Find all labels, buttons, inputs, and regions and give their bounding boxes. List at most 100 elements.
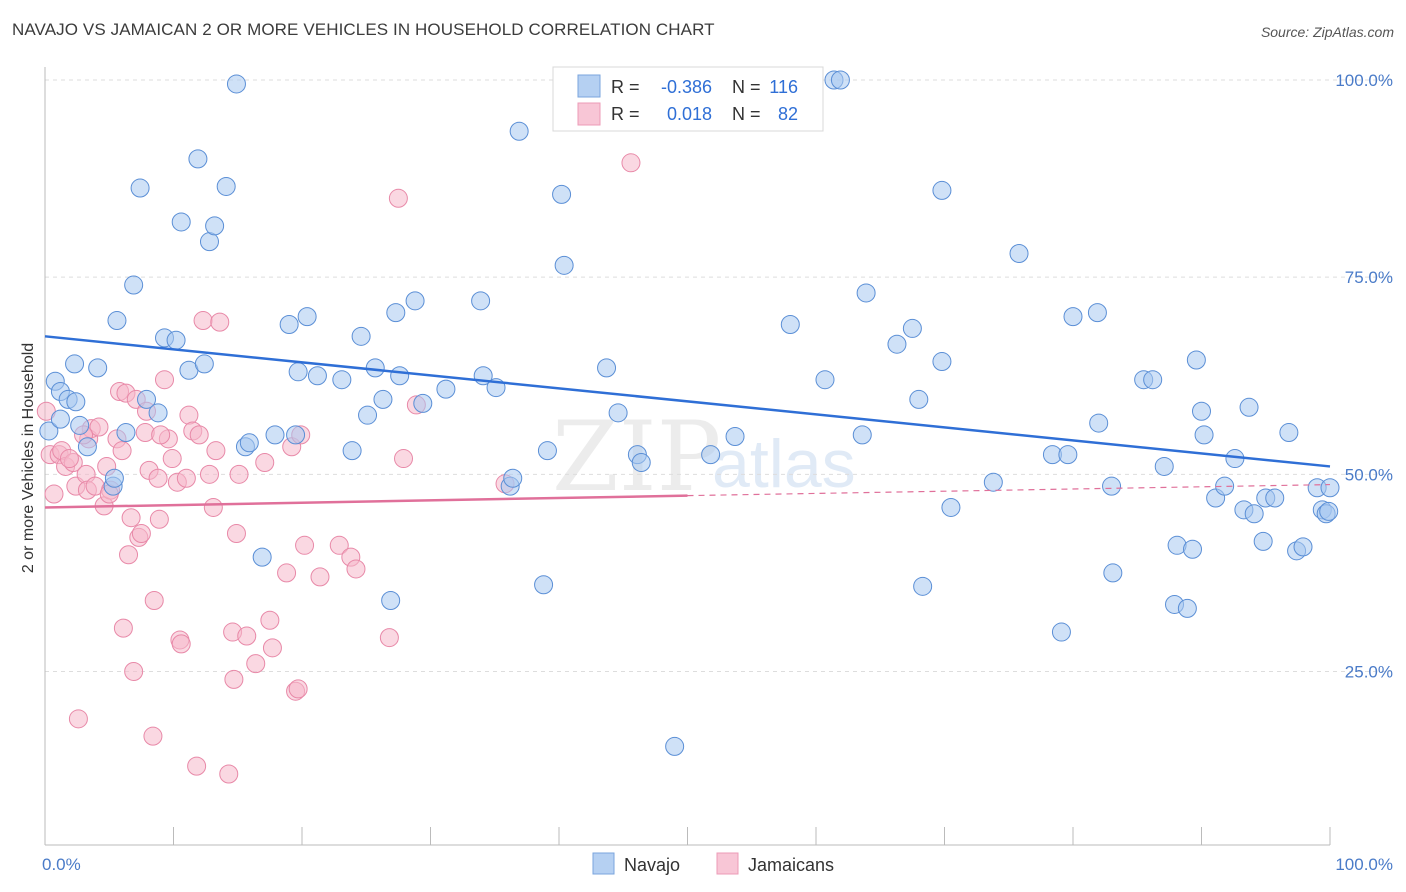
jamaicans-trend-line (44, 494, 688, 509)
navajo-point (70, 415, 90, 435)
jamaicans-point (187, 756, 207, 776)
navajo-point (725, 426, 745, 446)
navajo-point (597, 358, 617, 378)
jamaicans-point (171, 634, 191, 654)
navajo-point (608, 403, 628, 423)
jamaicans-point (621, 153, 641, 173)
navajo-point (351, 326, 371, 346)
legend-r-value-jamaicans: 0.018 (667, 104, 712, 124)
tick-labels: 25.0% 50.0% 75.0% 100.0% 0.0% 100.0% (42, 71, 1393, 874)
navajo-point (534, 575, 554, 595)
navajo-point (665, 736, 685, 756)
navajo-point (166, 330, 186, 350)
navajo-point (199, 232, 219, 252)
jamaicans-point (176, 468, 196, 488)
navajo-point (471, 291, 491, 311)
jamaicans-point (379, 628, 399, 648)
navajo-point (286, 425, 306, 445)
navajo-point (1087, 303, 1107, 323)
navajo-point (830, 70, 850, 90)
jamaicans-point (262, 638, 282, 658)
jamaicans-point (112, 441, 132, 461)
navajo-point (780, 314, 800, 334)
jamaicans-point (246, 654, 266, 674)
navajo-point (1063, 307, 1083, 327)
legend-r-label-navajo: R = (611, 77, 640, 97)
bottom-legend-swatch-jamaicans (716, 852, 739, 875)
navajo-point (1102, 476, 1122, 496)
navajo-point (1089, 413, 1109, 433)
grid-lines (45, 79, 1392, 672)
navajo-point (381, 591, 401, 611)
navajo-point (1103, 563, 1123, 583)
navajo-point (631, 453, 651, 472)
navajo-point (88, 358, 108, 378)
jamaicans-point (144, 591, 164, 611)
navajo-point (50, 409, 70, 429)
navajo-point (188, 149, 208, 169)
jamaicans-point (310, 567, 330, 587)
chart-title: NAVAJO VS JAMAICAN 2 OR MORE VEHICLES IN… (12, 20, 715, 39)
stats-legend: R = -0.386 N = 116 R = 0.018 N = 82 (552, 66, 824, 132)
x-tick-label: 0.0% (42, 855, 81, 874)
navajo-point (1253, 531, 1273, 551)
navajo-point (1265, 488, 1285, 508)
navajo-point (216, 176, 236, 196)
navajo-point (116, 423, 136, 443)
navajo-point (265, 425, 285, 445)
navajo-point (701, 445, 721, 465)
jamaicans-point (155, 370, 175, 390)
jamaicans-point (237, 626, 257, 646)
navajo-point (1244, 504, 1264, 524)
jamaicans-point (210, 312, 230, 332)
jamaicans-point (119, 545, 139, 565)
navajo-point (107, 311, 127, 331)
y-tick-label: 75.0% (1345, 268, 1393, 287)
navajo-point (1192, 401, 1211, 421)
navajo-point (342, 441, 362, 461)
trend-lines (44, 335, 1331, 509)
navajo-point (205, 216, 225, 236)
jamaicans-point (131, 523, 151, 543)
navajo-point (39, 421, 59, 441)
jamaicans-point (113, 618, 133, 638)
series-legend: Navajo Jamaicans (592, 852, 834, 875)
jamaicans-point (206, 441, 226, 461)
jamaicans-point (288, 679, 308, 699)
jamaicans-point (121, 508, 141, 528)
navajo-point (537, 441, 557, 461)
navajo-point (1194, 425, 1214, 445)
navajo-point (983, 472, 1003, 492)
jamaicans-point (68, 709, 88, 729)
navajo-trend-line (44, 335, 1331, 468)
legend-n-label-navajo: N = (732, 77, 761, 97)
navajo-point (365, 358, 385, 378)
navajo-point (226, 74, 246, 94)
navajo-point (1009, 244, 1029, 264)
jamaicans-point (226, 523, 246, 543)
navajo-point (1154, 456, 1174, 476)
jamaicans-point (148, 468, 168, 488)
navajo-point (1058, 445, 1078, 465)
jamaicans-point (255, 453, 275, 472)
navajo-point (386, 303, 406, 323)
jamaicans-point (277, 563, 297, 583)
navajo-point (65, 354, 85, 374)
navajo-point (1320, 478, 1340, 498)
navajo-point (413, 393, 433, 413)
jamaicans-point (199, 464, 219, 484)
navajo-point (373, 389, 393, 409)
series-jamaicans (36, 153, 641, 784)
navajo-point (503, 468, 523, 488)
x-tick-label: 100.0% (1335, 855, 1393, 874)
bottom-legend-jamaicans: Jamaicans (748, 855, 834, 875)
y-tick-label: 50.0% (1345, 465, 1393, 484)
navajo-point (1051, 622, 1071, 642)
navajo-point (148, 403, 168, 423)
jamaicans-point (193, 311, 213, 331)
navajo-point (288, 362, 308, 382)
navajo-point (941, 497, 961, 517)
jamaicans-point (219, 764, 239, 784)
legend-n-label-jamaicans: N = (732, 104, 761, 124)
